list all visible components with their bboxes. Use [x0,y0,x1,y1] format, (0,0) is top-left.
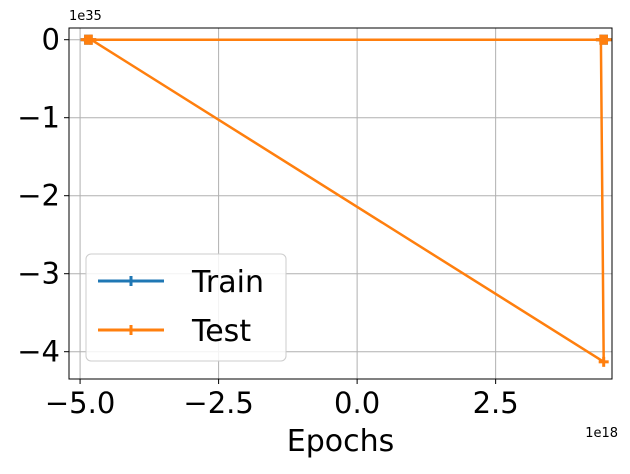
legend: Train Test [85,253,287,362]
y-tick-label: −4 [17,335,60,369]
series-lines [80,34,612,367]
y-offset-label: 1e35 [69,9,102,24]
data-point-test [598,356,609,367]
y-tick-label: −3 [17,257,60,291]
x-tick-label: 2.5 [473,386,519,420]
legend-item-train: Train [98,265,264,300]
x-tick-label: −2.5 [183,386,253,420]
y-tick-label: −1 [17,101,60,135]
x-axis-title: Epochs [287,424,395,459]
y-tick-label: 0 [42,23,60,57]
x-tick-label: −5.0 [45,386,115,420]
plot-frame [68,27,613,380]
data-point-test [86,34,97,45]
data-point-test [595,34,606,45]
y-tick-label: −2 [17,179,60,213]
x-offset-label: 1e18 [585,426,618,441]
legend-item-test: Test [98,314,251,349]
axis-ticks: −5.0 −2.5 0.0 2.5 0 −1 −2 −3 −4 [17,23,518,420]
legend-label: Test [191,314,251,349]
legend-label: Train [191,265,264,300]
x-tick-label: 0.0 [334,386,380,420]
